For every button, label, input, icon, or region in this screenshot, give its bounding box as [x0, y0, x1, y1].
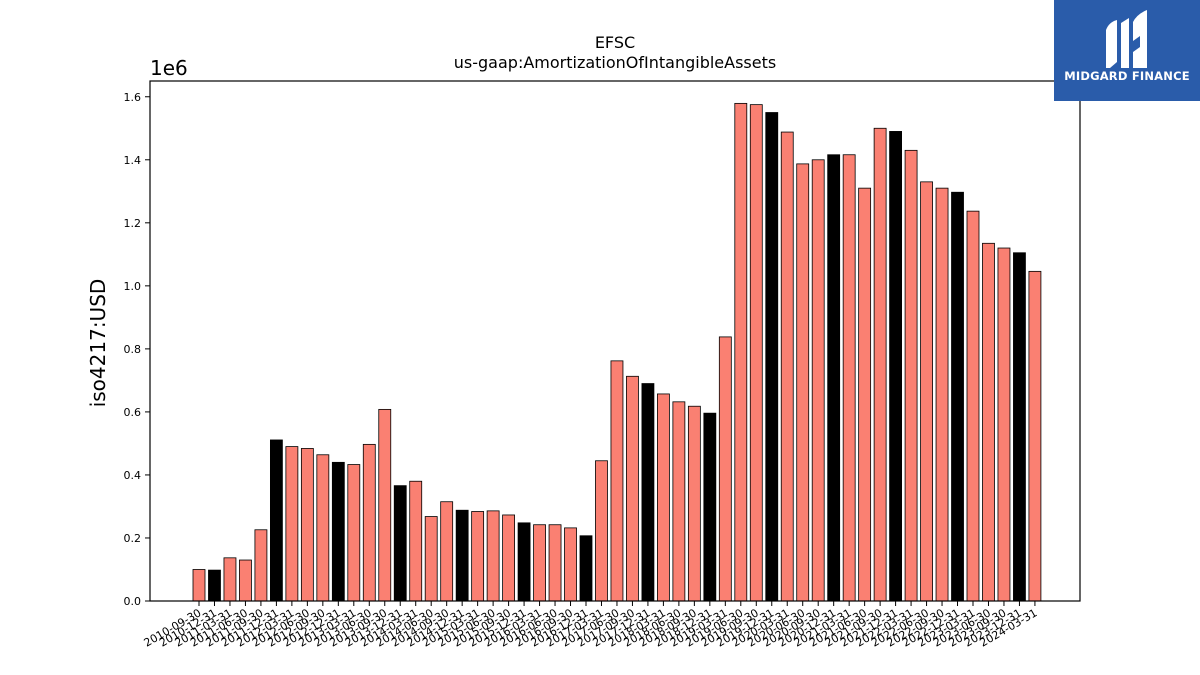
bar-2014-09-30: [440, 501, 454, 602]
bar-2011-06-30: [239, 559, 252, 602]
bar-2010-12-31: [208, 569, 221, 602]
bar-2020-12-31: [827, 154, 841, 602]
bar-2011-03-31: [223, 557, 237, 602]
bar-2014-06-30: [424, 516, 438, 602]
bar-2018-12-31: [703, 412, 717, 602]
bar-2016-12-31: [579, 535, 593, 602]
bar-2012-06-30: [300, 448, 314, 602]
bar-2017-12-31: [641, 383, 655, 602]
bar-2013-03-31: [347, 464, 361, 602]
bar-2015-12-31: [517, 522, 531, 602]
bar-2023-12-31: [1013, 252, 1026, 602]
bar-2014-03-31: [409, 480, 423, 602]
bar-2016-03-31: [533, 524, 546, 602]
brand-name: MIDGARD FINANCE: [1064, 69, 1190, 83]
bar-2021-03-31: [842, 154, 856, 602]
bar-2021-12-31: [889, 131, 902, 602]
bar-2013-09-30: [378, 408, 392, 602]
bar-2020-03-31: [780, 131, 794, 602]
y-axis-label: iso4217:USD: [86, 279, 110, 408]
bar-2018-03-31: [657, 393, 670, 602]
bar-2019-12-31: [765, 112, 779, 602]
y-tick-label: 0.0: [124, 595, 142, 608]
bar-2022-03-31: [904, 149, 918, 602]
bar-2023-03-31: [966, 210, 980, 602]
bar-2016-09-30: [564, 527, 577, 602]
bar-2017-03-31: [595, 460, 608, 602]
bar-2019-03-31: [718, 336, 732, 602]
bar-2017-06-30: [610, 360, 624, 602]
bar-2020-09-30: [811, 159, 825, 602]
y-tick-label: 0.4: [124, 469, 142, 482]
bar-2020-06-30: [796, 163, 810, 602]
midgard-logo-icon: [1106, 10, 1147, 68]
bar-2023-09-30: [997, 247, 1011, 602]
bar-2015-06-30: [486, 510, 500, 602]
bar-2016-06-30: [548, 524, 562, 602]
chart-title: EFSC: [595, 33, 635, 52]
chart-subtitle: us-gaap:AmortizationOfIntangibleAssets: [454, 53, 776, 72]
bar-2014-12-31: [455, 509, 469, 602]
bar-2018-06-30: [672, 401, 686, 602]
bar-2018-09-30: [687, 405, 701, 602]
brand-logo: MIDGARD FINANCE: [1054, 0, 1200, 101]
bar-2021-09-30: [873, 127, 887, 602]
y-offset-label: 1e6: [150, 56, 188, 80]
bar-2019-06-30: [734, 102, 748, 602]
bar-2013-06-30: [362, 443, 376, 602]
y-tick-label: 1.6: [124, 91, 142, 104]
bars-group: [192, 102, 1042, 602]
y-tick-label: 1.4: [124, 154, 142, 167]
y-tick-label: 0.8: [124, 343, 142, 356]
y-tick-label: 0.6: [124, 406, 142, 419]
bar-2013-12-31: [393, 485, 407, 602]
bar-2019-09-30: [749, 104, 763, 602]
y-tick-label: 1.0: [124, 280, 142, 293]
plot-frame: [149, 80, 1081, 602]
y-tick-label: 0.2: [124, 532, 142, 545]
bar-2011-09-30: [254, 529, 268, 602]
x-axis-ticks: 2010-09-302010-12-312011-03-312011-06-30…: [142, 601, 1039, 650]
bar-2021-06-30: [858, 187, 872, 602]
bar-2012-12-31: [331, 461, 345, 602]
bar-2011-12-31: [269, 439, 283, 602]
bar-2012-03-31: [285, 446, 299, 602]
bar-2017-09-30: [626, 375, 639, 602]
bar-2024-03-31: [1028, 270, 1042, 602]
bar-2023-06-30: [982, 242, 995, 602]
bar-2015-03-31: [471, 511, 485, 602]
y-tick-label: 1.2: [124, 217, 142, 230]
bar-2010-09-30: [192, 569, 206, 602]
bar-2022-09-30: [935, 187, 949, 602]
bar-2012-09-30: [316, 454, 330, 602]
bar-2015-09-30: [502, 514, 516, 602]
bar-2022-06-30: [920, 181, 933, 602]
bar-2022-12-31: [951, 191, 964, 602]
y-axis-ticks: 0.0 0.2 0.4 0.6 0.8 1.0 1.2 1.4 1.6: [124, 91, 150, 608]
